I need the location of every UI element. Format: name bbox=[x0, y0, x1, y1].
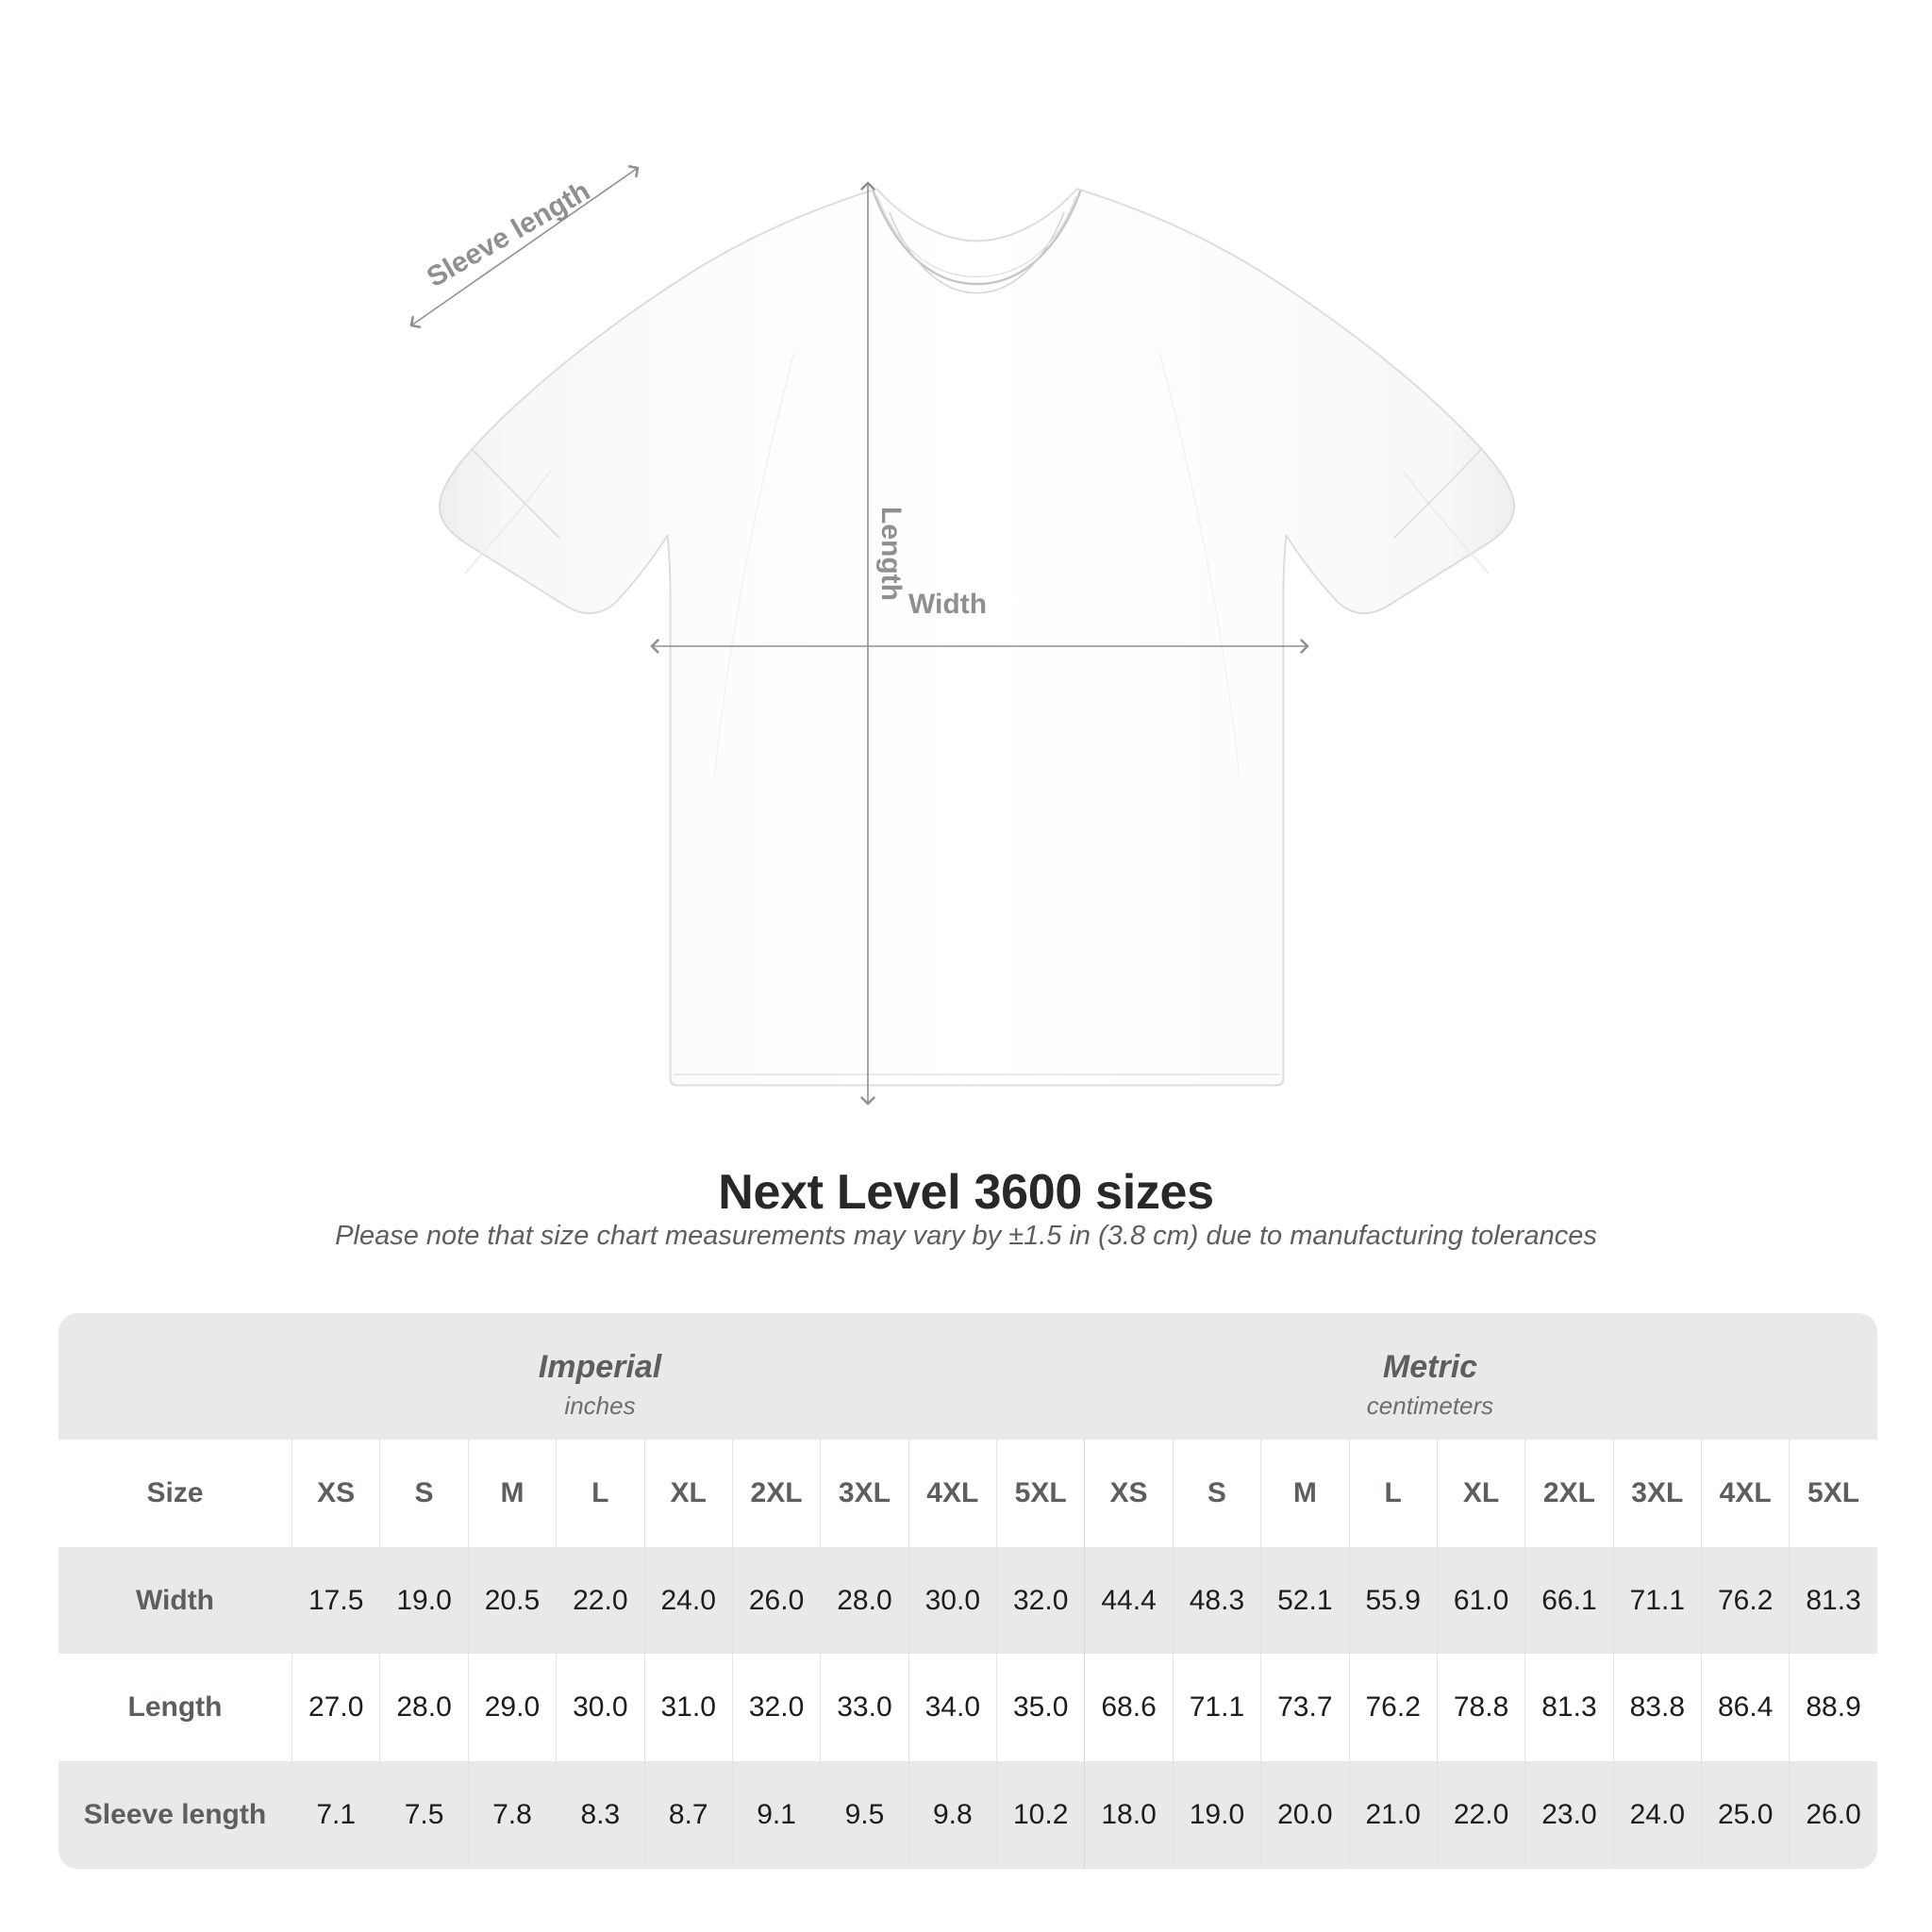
svg-text:Sleeve length: Sleeve length bbox=[422, 175, 595, 293]
svg-text:Length: Length bbox=[875, 507, 907, 601]
svg-text:Width: Width bbox=[908, 589, 987, 620]
